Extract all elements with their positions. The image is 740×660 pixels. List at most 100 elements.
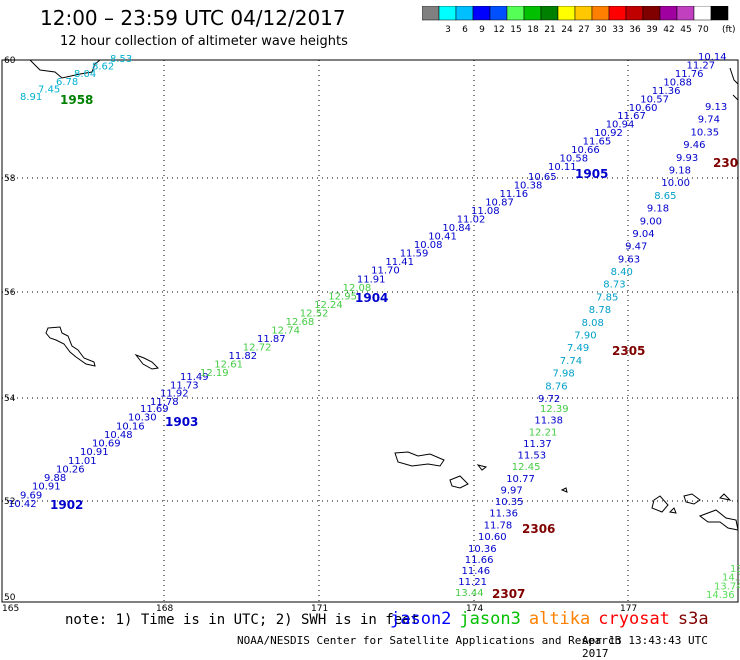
wave-height-value: 10.91 [80, 447, 109, 458]
satellite-jason3: jason3 [459, 609, 521, 629]
wave-height-value: 10.65 [528, 172, 557, 183]
wave-height-value: 11.36 [489, 509, 518, 520]
wave-height-value: 9.93 [676, 153, 698, 164]
scale-unit: (ft) [722, 25, 736, 35]
scale-label: 6 [462, 25, 468, 35]
satellite-altika: altika [528, 609, 591, 629]
map-frame [1, 59, 739, 603]
wave-height-value: 11.53 [518, 451, 547, 462]
wave-height-value: 10.48 [104, 430, 133, 441]
wave-height-value: 11.01 [68, 456, 97, 467]
wave-height-value: 12.61 [214, 360, 243, 371]
wave-height-value: 10.57 [640, 94, 669, 105]
wave-height-value: 6.78 [56, 77, 78, 88]
wave-height-value: 11.38 [534, 416, 563, 427]
wave-height-value: 11.92 [160, 389, 189, 400]
lon-label: 165 [2, 604, 19, 614]
longitude-labels: 165 168 171 174 177 [2, 604, 637, 614]
wave-height-value: 10.88 [663, 77, 692, 88]
graticule [2, 60, 738, 602]
lat-label: 52 [4, 497, 15, 507]
scale-label: 18 [527, 25, 539, 35]
wave-height-value: 8.08 [582, 318, 604, 329]
lat-label: 54 [4, 394, 16, 404]
scale-swatch [472, 6, 491, 21]
wave-height-value: 11.41 [385, 257, 414, 268]
lat-label: 56 [4, 288, 16, 298]
wave-height-value: 12.39 [540, 404, 569, 415]
wave-height-value: 9.74 [698, 115, 720, 126]
wave-height-value: 10.91 [32, 482, 61, 493]
satellite-cryosat: cryosat [598, 609, 670, 629]
wave-height-value: 9.18 [669, 166, 691, 177]
generated-timestamp: Apr 13 13:43:43 UTC 2017 [582, 634, 708, 660]
scale-label: 21 [544, 25, 555, 35]
wave-height-value: 11.76 [675, 69, 704, 80]
track-id-label: 2306 [522, 522, 555, 536]
wave-height-value: 10.60 [629, 103, 658, 114]
wave-height-value: 8.65 [654, 191, 676, 202]
scale-label: 30 [595, 25, 607, 35]
wave-height-value: 11.73 [170, 380, 199, 391]
wave-height-value: 12.08 [343, 283, 372, 294]
wave-height-value: 12.72 [243, 342, 272, 353]
wave-height-value: 10.14 [698, 52, 727, 63]
wave-height-value: 11.78 [150, 397, 179, 408]
satellite-s3a: s3a [677, 609, 709, 629]
wave-height-value: 9.13 [705, 102, 727, 113]
wave-height-value: 9.63 [618, 254, 640, 265]
wave-height-value: 8.91 [20, 92, 42, 103]
wave-height-value: 10.30 [128, 413, 157, 424]
credit-text: NOAA/NESDIS Center for Satellite Applica… [237, 634, 622, 647]
scale-swatch [676, 6, 695, 21]
track-id-label: 1905 [575, 167, 608, 181]
coastlines [29, 59, 739, 531]
wave-height-value: 8.78 [589, 305, 611, 316]
wave-height-value: 10.26 [56, 465, 85, 476]
wave-height-value: 12.52 [300, 308, 329, 319]
wave-height-value: 11.69 [140, 404, 169, 415]
track-id-label: 2307 [492, 587, 525, 601]
wave-height-value: 13.8 [730, 564, 740, 575]
wave-height-value: 10.35 [495, 497, 524, 508]
wave-height-value: 8.53 [110, 54, 132, 65]
wave-height-value: 11.46 [462, 566, 491, 577]
scale-swatch [710, 6, 729, 21]
scale-swatch [557, 6, 576, 21]
wave-height-value: 8.62 [92, 62, 114, 73]
wave-height-value: 8.04 [74, 69, 96, 80]
scale-swatch [489, 6, 508, 21]
wave-height-value: 11.16 [500, 189, 529, 200]
wave-height-value: 7.85 [596, 292, 618, 303]
wave-height-value: 10.35 [691, 127, 720, 138]
wave-height-value: 9.00 [640, 216, 662, 227]
scale-swatch [540, 6, 559, 21]
wave-height-value: 11.67 [617, 111, 646, 122]
wave-height-value: 11.78 [484, 520, 513, 531]
wave-height-value: 9.69 [20, 490, 42, 501]
wave-height-value: 11.70 [371, 266, 400, 277]
wave-height-value: 7.45 [38, 84, 60, 95]
scale-label: 9 [479, 25, 485, 35]
scale-swatch [591, 6, 610, 21]
wave-height-value: 12.24 [314, 300, 343, 311]
wave-height-value: 11.65 [583, 137, 612, 148]
wave-height-value: 12.68 [286, 317, 315, 328]
lat-label: 50 [4, 593, 16, 603]
wave-height-value: 9.47 [625, 242, 647, 253]
wave-height-value: 11.87 [257, 334, 286, 345]
satellite-jason2: jason2 [390, 609, 452, 629]
wave-height-value: 7.49 [567, 343, 589, 354]
wave-height-value: 10.08 [414, 240, 443, 251]
scale-label: 42 [663, 25, 674, 35]
wave-height-value: 10.16 [116, 421, 145, 432]
lon-label: 174 [466, 604, 483, 614]
scale-swatch [659, 6, 678, 21]
lat-label: 58 [4, 174, 16, 184]
wave-height-value: 11.82 [229, 351, 258, 362]
wave-height-value: 11.27 [687, 61, 716, 72]
wave-height-value: 9.97 [501, 486, 523, 497]
scale-label: 70 [697, 25, 709, 35]
track-id-label: 1958 [60, 93, 93, 107]
